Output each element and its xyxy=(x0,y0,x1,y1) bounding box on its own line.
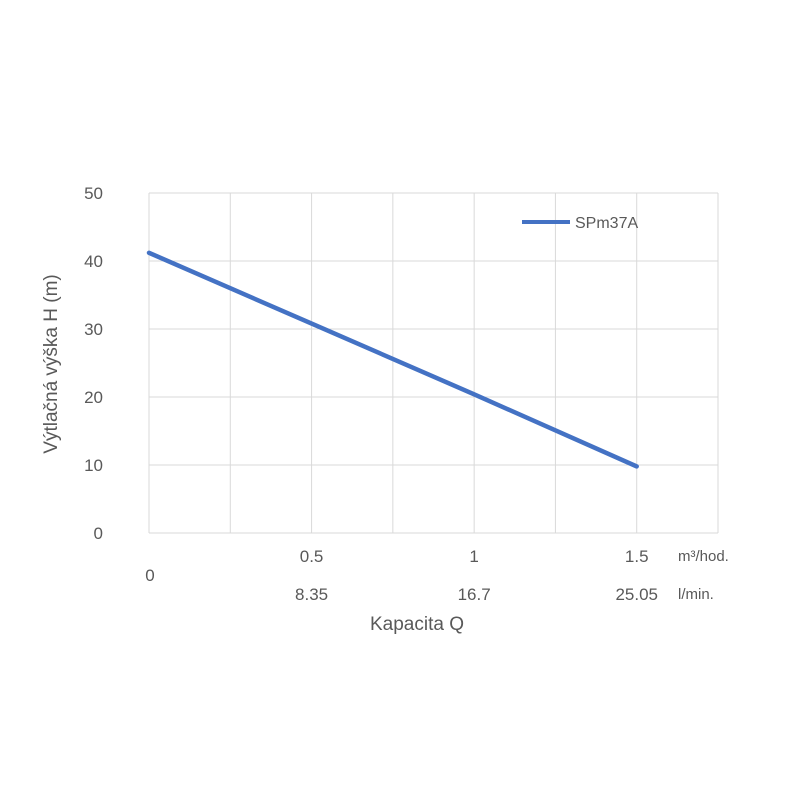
x-tick-label-primary: 0.5 xyxy=(300,547,324,566)
x-tick-label-primary: 1 xyxy=(469,547,478,566)
y-tick-label: 0 xyxy=(94,524,103,543)
x-tick-label-secondary: 8.35 xyxy=(295,585,328,604)
y-tick-label: 10 xyxy=(84,456,103,475)
y-tick-labels: 0 10 20 30 40 50 xyxy=(84,184,103,543)
x-axis-title: Kapacita Q xyxy=(370,614,464,635)
x-origin-label: 0 xyxy=(145,566,154,585)
x-unit-secondary: l/min. xyxy=(678,586,714,603)
series-line-SPm37A xyxy=(146,250,639,469)
y-tick-label: 40 xyxy=(84,252,103,271)
y-tick-label: 20 xyxy=(84,388,103,407)
series-layer xyxy=(146,250,639,469)
grid xyxy=(148,192,719,534)
x-tick-label-primary: 1.5 xyxy=(625,547,649,566)
y-tick-label: 50 xyxy=(84,184,103,203)
x-tick-labels: 0.5 1 1.5 8.35 16.7 25.05 xyxy=(295,547,658,604)
y-axis-title: Výtlačná výška H (m) xyxy=(41,274,62,453)
legend: SPm37A xyxy=(522,215,638,232)
y-tick-label: 30 xyxy=(84,320,103,339)
x-unit-primary: m³/hod. xyxy=(678,548,729,565)
legend-label: SPm37A xyxy=(575,215,638,232)
x-tick-label-secondary: 25.05 xyxy=(615,585,658,604)
x-tick-label-secondary: 16.7 xyxy=(458,585,491,604)
